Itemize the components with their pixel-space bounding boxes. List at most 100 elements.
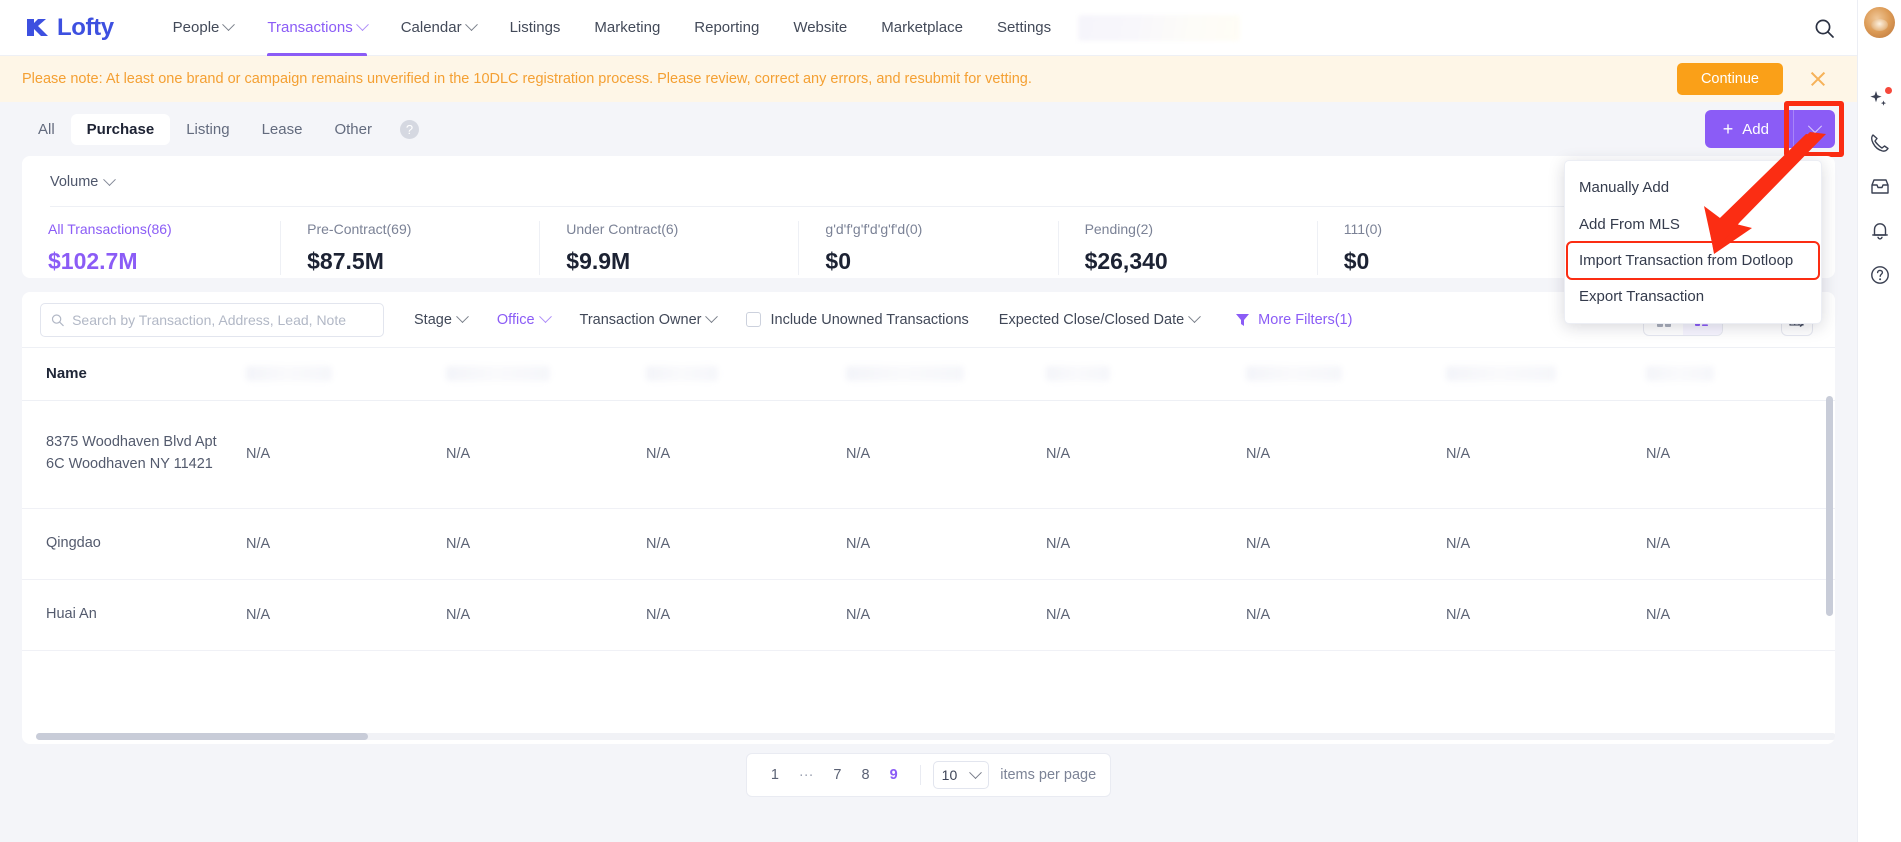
chevron-down-icon bbox=[1188, 310, 1202, 324]
transaction-owner-filter[interactable]: Transaction Owner bbox=[580, 310, 719, 328]
table-vertical-scrollbar[interactable] bbox=[1826, 396, 1833, 682]
tab-lease[interactable]: Lease bbox=[261, 120, 303, 138]
column-header-redacted[interactable] bbox=[1822, 348, 1835, 401]
pagination: 1 ··· 7 8 9 10 items per page bbox=[0, 744, 1857, 806]
nav-item-people[interactable]: People bbox=[156, 0, 251, 56]
cell-value: N/A bbox=[622, 400, 822, 509]
expected-close-date-filter[interactable]: Expected Close/Closed Date bbox=[999, 310, 1202, 328]
menu-item-import-transaction-from-dotloop[interactable]: Import Transaction from Dotloop bbox=[1566, 241, 1820, 280]
stat-label: Pending(2) bbox=[1084, 221, 1154, 237]
redacted-nav-region bbox=[1078, 14, 1241, 41]
menu-item-export-transaction[interactable]: Export Transaction bbox=[1579, 288, 1705, 305]
question-mark-icon[interactable]: ? bbox=[399, 119, 419, 139]
inbox-icon[interactable] bbox=[1869, 176, 1891, 198]
nav-item-settings[interactable]: Settings bbox=[980, 0, 1068, 56]
stat-pending[interactable]: Pending(2) $26,340 bbox=[1059, 221, 1318, 275]
tab-other[interactable]: Other bbox=[334, 120, 372, 138]
sparkle-ai-icon[interactable] bbox=[1869, 87, 1892, 110]
checkbox-icon bbox=[746, 312, 762, 327]
funnel-icon bbox=[1236, 314, 1250, 326]
nav-item-reporting[interactable]: Reporting bbox=[677, 0, 776, 56]
bell-icon[interactable] bbox=[1869, 220, 1891, 242]
stat-value: $0 bbox=[1343, 248, 1370, 274]
nav-label: Transactions bbox=[267, 19, 353, 36]
stat-value: $0 bbox=[825, 248, 852, 274]
cell-name[interactable]: Huai An bbox=[22, 579, 222, 651]
add-button[interactable]: + Add bbox=[1704, 110, 1793, 148]
add-dropdown-toggle[interactable] bbox=[1793, 110, 1835, 148]
table-row[interactable]: Huai An N/A N/A N/A N/A N/A N/A N/A N/A … bbox=[22, 579, 1835, 651]
continue-button[interactable]: Continue bbox=[1676, 63, 1783, 95]
stat-all-transactions[interactable]: All Transactions(86) $102.7M bbox=[22, 221, 282, 275]
chevron-down-icon bbox=[456, 310, 469, 324]
nav-label: Settings bbox=[996, 19, 1052, 36]
cell-name[interactable]: 8375 Woodhaven Blvd Apt 6C Woodhaven NY … bbox=[22, 400, 222, 509]
cell-value: N/A bbox=[1422, 508, 1622, 580]
cell-value: N/A bbox=[1422, 400, 1622, 509]
volume-selector[interactable]: Volume bbox=[22, 170, 142, 194]
nav-item-calendar[interactable]: Calendar bbox=[384, 0, 493, 56]
column-header-redacted[interactable] bbox=[1422, 348, 1622, 401]
column-header-redacted[interactable] bbox=[1022, 348, 1222, 401]
stat-label: Pre-Contract(69) bbox=[307, 221, 412, 237]
search-icon[interactable] bbox=[1814, 18, 1835, 39]
tab-all[interactable]: All bbox=[38, 120, 55, 138]
page-7[interactable]: 7 bbox=[833, 767, 842, 783]
cell-value: N/A bbox=[1222, 400, 1422, 509]
column-header-redacted[interactable] bbox=[1222, 348, 1422, 401]
column-header-redacted[interactable] bbox=[422, 348, 622, 401]
scrollbar-thumb[interactable] bbox=[1826, 396, 1833, 616]
nav-label: People bbox=[172, 19, 220, 36]
stat-111[interactable]: 111(0) $0 bbox=[1318, 221, 1577, 275]
menu-item-add-from-mls[interactable]: Add From MLS bbox=[1579, 216, 1680, 233]
menu-item-manually-add[interactable]: Manually Add bbox=[1579, 179, 1670, 196]
items-per-page-select[interactable]: 10 bbox=[932, 761, 990, 789]
nav-item-transactions[interactable]: Transactions bbox=[250, 0, 383, 56]
column-header-redacted[interactable] bbox=[222, 348, 422, 401]
more-filters-button[interactable]: More Filters(1) bbox=[1235, 312, 1352, 328]
stat-under-contract[interactable]: Under Contract(6) $9.9M bbox=[540, 221, 800, 275]
table-horizontal-scrollbar[interactable] bbox=[36, 733, 1835, 740]
stat-custom-stage[interactable]: g'd'f'g'f'd'g'f'd(0) $0 bbox=[799, 221, 1059, 275]
stat-value: $26,340 bbox=[1084, 248, 1168, 274]
column-header-name[interactable]: Name bbox=[22, 348, 222, 401]
items-per-page-value: 10 bbox=[941, 767, 958, 783]
stage-filter[interactable]: Stage bbox=[414, 310, 469, 328]
search-input-wrapper[interactable] bbox=[40, 302, 384, 337]
table-row[interactable]: Qingdao N/A N/A N/A N/A N/A N/A N/A N/A … bbox=[22, 508, 1835, 580]
column-header-redacted[interactable] bbox=[822, 348, 1022, 401]
user-avatar[interactable] bbox=[1864, 7, 1895, 38]
page-8[interactable]: 8 bbox=[861, 767, 870, 783]
chevron-down-icon bbox=[222, 18, 236, 32]
nav-item-marketplace[interactable]: Marketplace bbox=[864, 0, 980, 56]
cell-value: N/A bbox=[1422, 579, 1622, 651]
transactions-table-card: Stage Office Transaction Owner Include U… bbox=[22, 292, 1835, 744]
app-logo[interactable]: Lofty bbox=[24, 14, 114, 42]
tab-purchase[interactable]: Purchase bbox=[70, 113, 171, 145]
transactions-table: Name bbox=[22, 348, 1835, 651]
include-unowned-checkbox[interactable]: Include Unowned Transactions bbox=[746, 312, 969, 328]
column-header-redacted[interactable] bbox=[1622, 348, 1822, 401]
nav-item-marketing[interactable]: Marketing bbox=[577, 0, 677, 56]
search-input[interactable] bbox=[72, 311, 373, 328]
cell-value: N/A bbox=[1622, 400, 1822, 509]
close-icon[interactable] bbox=[1809, 70, 1827, 88]
tab-listing[interactable]: Listing bbox=[186, 120, 230, 138]
phone-icon[interactable] bbox=[1869, 132, 1891, 154]
cell-value: N/A bbox=[822, 400, 1022, 509]
scrollbar-thumb[interactable] bbox=[36, 733, 368, 740]
nav-item-listings[interactable]: Listings bbox=[493, 0, 578, 56]
cell-value: N/A bbox=[422, 508, 622, 580]
cell-value: N/A bbox=[822, 508, 1022, 580]
office-filter[interactable]: Office bbox=[497, 310, 552, 328]
cell-name[interactable]: Qingdao bbox=[22, 508, 222, 580]
nav-item-website[interactable]: Website bbox=[776, 0, 864, 56]
cell-value: N/A bbox=[1222, 508, 1422, 580]
table-row[interactable]: 8375 Woodhaven Blvd Apt 6C Woodhaven NY … bbox=[22, 400, 1835, 509]
column-header-redacted[interactable] bbox=[622, 348, 822, 401]
help-circle-icon[interactable] bbox=[1869, 264, 1891, 286]
stat-pre-contract[interactable]: Pre-Contract(69) $87.5M bbox=[281, 221, 541, 275]
cell-value: N/A bbox=[422, 400, 622, 509]
page-1[interactable]: 1 bbox=[770, 767, 779, 783]
page-9-current[interactable]: 9 bbox=[889, 767, 898, 783]
